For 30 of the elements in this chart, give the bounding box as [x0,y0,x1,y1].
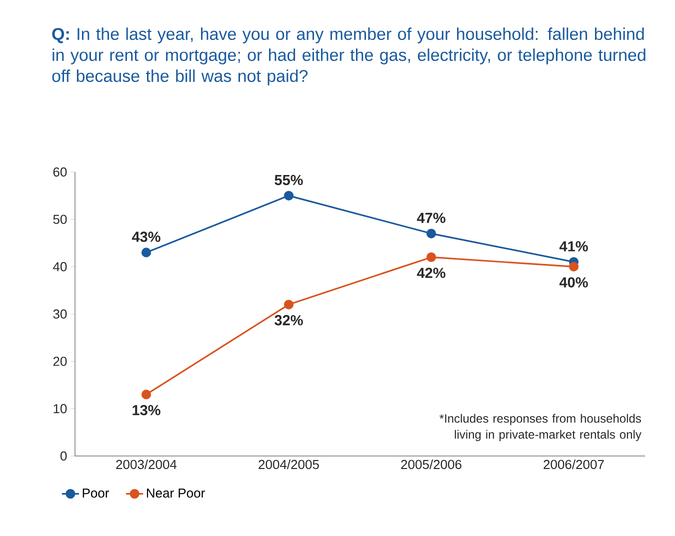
legend-label: Near Poor [146,488,205,498]
point [426,252,436,262]
data-label: 55% [274,174,303,186]
y-tick-label: 20 [53,356,67,366]
y-tick-label: 60 [53,167,67,177]
data-label: 43% [132,232,160,242]
point [568,262,579,272]
data-label: 32% [274,315,303,326]
data-label: 13% [132,404,160,416]
point [284,300,294,310]
x-tick-label: 2003/2004 [116,460,177,470]
data-label: 42% [416,268,446,278]
y-tick-label: 30 [53,309,67,319]
legend-label: Poor [82,488,110,498]
y-tick-label: 10 [54,404,67,414]
y-tick-label: 50 [53,214,67,224]
x-tick-label: 2006/2007 [544,460,604,470]
point [284,190,294,200]
annotation: *Includes responses from households living in private-market rentals only [440,414,642,442]
y-tick-label: 0 [60,451,67,461]
chart-title: Q: In the last year, have you or any member of your household: fallen behind in your rent or mortgage; or had either the gas, electricity, or telephone turned off because the bill was not paid? [52,28,646,86]
point [426,228,436,238]
point [141,248,152,258]
x-tick-label: 2004/2005 [258,460,319,470]
data-label: 41% [559,241,588,252]
point [141,390,152,400]
y-tick-label: 40 [53,262,67,272]
data-label: 47% [416,212,446,223]
data-label: 40% [559,277,588,288]
x-tick-label: 2005/2006 [401,460,462,470]
